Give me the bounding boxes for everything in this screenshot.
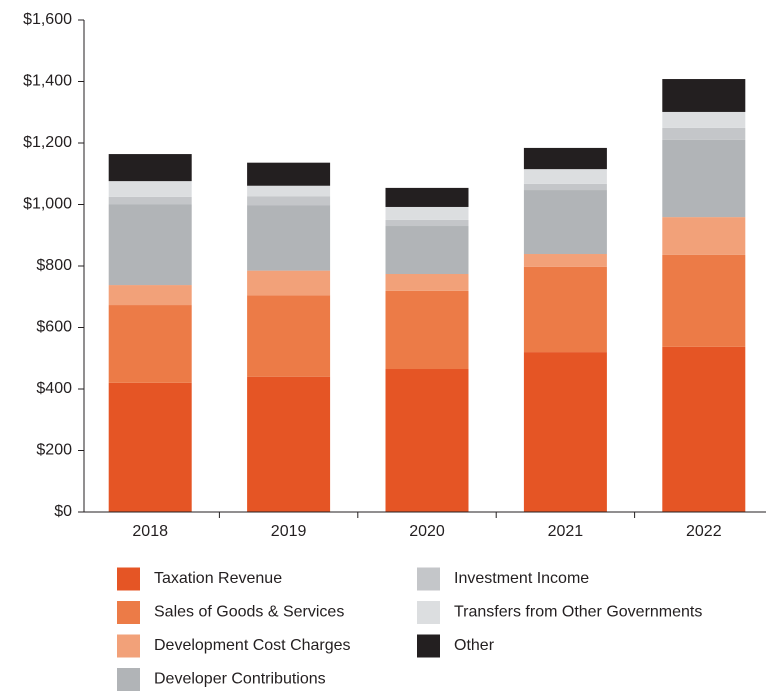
legend-label: Developer Contributions (154, 671, 326, 688)
bar-segment (247, 205, 331, 271)
y-tick-label: $1,600 (23, 11, 72, 28)
bar-segment (385, 273, 469, 291)
y-tick-label: $400 (36, 380, 72, 397)
bar-segment (523, 266, 607, 353)
bar-segment (247, 376, 331, 512)
bar-segment (385, 219, 469, 227)
bar-segment (523, 352, 607, 512)
bar-segment (108, 196, 192, 205)
legend-swatch (117, 601, 140, 624)
bar-segment (662, 346, 746, 512)
bar-segment (247, 270, 331, 296)
x-tick-label: 2020 (409, 523, 445, 540)
legend-label: Development Cost Charges (154, 637, 351, 654)
legend-swatch (117, 634, 140, 658)
legend-swatch (417, 567, 440, 591)
legend-label: Sales of Goods & Services (154, 604, 344, 621)
x-tick-label: 2021 (548, 523, 584, 540)
bar-segment (247, 295, 331, 377)
bar-segment (523, 190, 607, 255)
bar-segment (523, 183, 607, 191)
bar-segment (108, 204, 192, 286)
bar-segment (385, 290, 469, 370)
bar-segment (108, 181, 192, 197)
bar-segment (523, 254, 607, 267)
legend-label: Investment Income (454, 570, 589, 587)
legend-swatch (117, 567, 140, 591)
bar-segment (247, 185, 331, 197)
bar-segment (108, 154, 192, 182)
bar-segment (385, 187, 469, 207)
bar-segment (108, 305, 192, 383)
legend-swatch (417, 634, 440, 658)
bar-segment (385, 369, 469, 512)
legend-label: Other (454, 637, 495, 654)
bar-segment (662, 111, 746, 128)
legend-label: Taxation Revenue (154, 570, 282, 587)
bar-segment (385, 226, 469, 274)
y-tick-label: $800 (36, 257, 72, 274)
legend-swatch (417, 601, 440, 624)
bar-segment (247, 162, 331, 186)
bar-segment (662, 127, 746, 140)
x-tick-label: 2019 (271, 523, 307, 540)
y-tick-label: $600 (36, 319, 72, 336)
y-tick-label: $1,000 (23, 196, 72, 213)
bar-segment (523, 169, 607, 184)
bar-segment (385, 206, 469, 220)
bar-segment (108, 285, 192, 306)
bar-segment (662, 254, 746, 347)
y-tick-label: $0 (54, 503, 72, 520)
y-tick-label: $200 (36, 442, 72, 459)
x-tick-label: 2022 (686, 523, 722, 540)
bar-segment (662, 139, 746, 218)
bar-segment (247, 196, 331, 206)
bar-segment (523, 147, 607, 170)
y-tick-label: $1,400 (23, 73, 72, 90)
bar-segment (108, 382, 192, 512)
legend-swatch (117, 668, 140, 691)
y-tick-label: $1,200 (23, 134, 72, 151)
bar-segment (662, 79, 746, 112)
x-tick-label: 2018 (132, 523, 168, 540)
legend-label: Transfers from Other Governments (454, 604, 702, 621)
bar-segment (662, 217, 746, 255)
